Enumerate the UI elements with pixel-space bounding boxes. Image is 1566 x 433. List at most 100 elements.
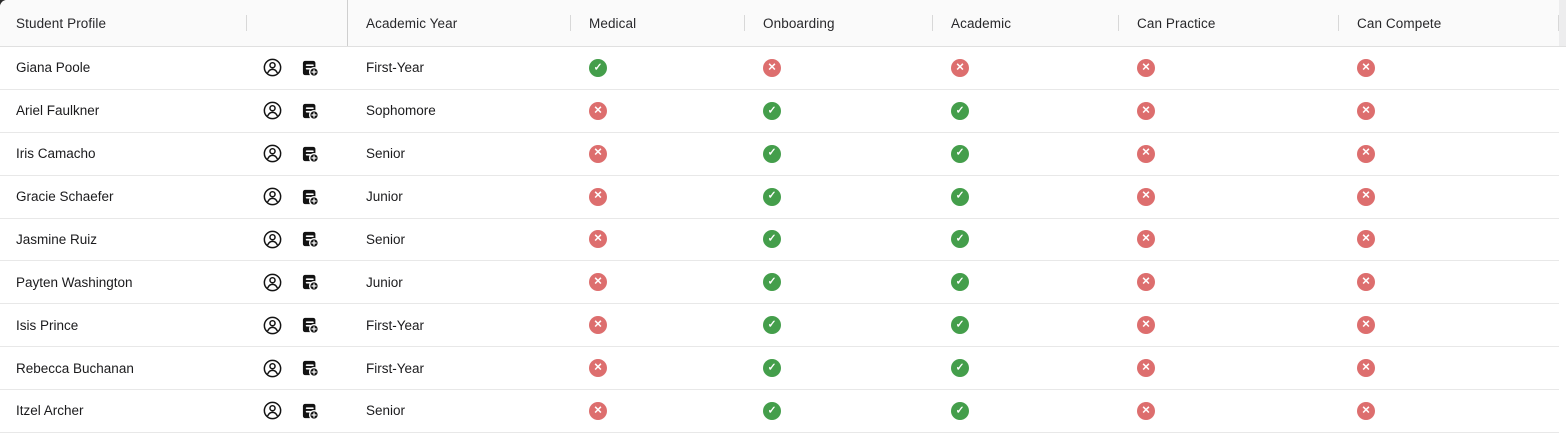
column-header-onboarding: Onboarding <box>745 0 933 46</box>
onboarding-status-cell: ✓ <box>745 390 933 433</box>
add-note-button[interactable] <box>299 400 321 422</box>
column-header-academic-year: Academic Year <box>348 0 571 46</box>
column-header-actions <box>247 0 348 46</box>
status-badge: ✕ <box>589 144 607 163</box>
status-badge: ✕ <box>1137 230 1155 249</box>
account-icon <box>262 100 283 121</box>
status-badge: ✓ <box>951 359 969 378</box>
can-compete-status-cell: ✕ <box>1339 304 1559 348</box>
status-badge: ✕ <box>1137 273 1155 292</box>
view-profile-button[interactable] <box>261 400 283 422</box>
x-icon: ✕ <box>593 189 603 202</box>
academic-status-cell: ✓ <box>933 219 1119 262</box>
x-icon: ✕ <box>593 361 603 374</box>
view-profile-button[interactable] <box>261 228 283 250</box>
add-note-button[interactable] <box>299 314 321 336</box>
x-icon: ✕ <box>593 232 603 245</box>
status-badge: ✕ <box>1137 187 1155 206</box>
view-profile-button[interactable] <box>261 271 283 293</box>
add-note-button[interactable] <box>299 186 321 208</box>
student-name: Payten Washington <box>16 274 133 290</box>
medical-status-cell: ✕ <box>571 219 745 262</box>
row-right-gutter <box>1559 89 1566 133</box>
x-icon: ✕ <box>1141 189 1151 202</box>
add-note-button[interactable] <box>299 271 321 293</box>
account-icon <box>262 315 283 336</box>
x-icon: ✕ <box>1361 232 1371 245</box>
view-profile-button[interactable] <box>261 57 283 79</box>
onboarding-status-cell: ✓ <box>745 304 933 348</box>
account-icon <box>262 400 283 421</box>
academic-year-value: Senior <box>366 403 406 419</box>
academic-status-cell: ✓ <box>933 133 1119 176</box>
add-note-button[interactable] <box>299 357 321 379</box>
medical-status-cell: ✕ <box>571 261 745 305</box>
add-note-button[interactable] <box>299 57 321 79</box>
column-header-can-practice: Can Practice <box>1119 0 1339 46</box>
status-badge: ✓ <box>951 273 969 292</box>
row-right-gutter <box>1559 218 1566 262</box>
medical-status-cell: ✕ <box>571 390 745 433</box>
academic-year-cell: Sophomore <box>348 90 571 133</box>
add-note-icon <box>300 272 320 292</box>
add-note-button[interactable] <box>299 143 321 165</box>
can-compete-status-cell: ✕ <box>1339 347 1559 390</box>
status-badge: ✕ <box>1357 144 1375 163</box>
x-icon: ✕ <box>1361 318 1371 331</box>
academic-year-cell: Junior <box>348 261 571 305</box>
check-icon: ✓ <box>955 104 965 117</box>
add-note-button[interactable] <box>299 100 321 122</box>
add-note-button[interactable] <box>299 228 321 250</box>
academic-status-cell: ✓ <box>933 176 1119 219</box>
status-badge: ✓ <box>951 187 969 206</box>
row-right-gutter <box>1559 175 1566 219</box>
student-name: Ariel Faulkner <box>16 103 100 119</box>
status-badge: ✕ <box>589 401 607 420</box>
academic-year-value: First-Year <box>366 317 425 333</box>
student-name: Rebecca Buchanan <box>16 360 134 376</box>
view-profile-button[interactable] <box>261 186 283 208</box>
check-icon: ✓ <box>955 275 965 288</box>
status-badge: ✕ <box>589 101 607 120</box>
view-profile-button[interactable] <box>261 143 283 165</box>
status-badge: ✓ <box>763 316 781 335</box>
x-icon: ✕ <box>955 61 965 74</box>
add-note-icon <box>300 401 320 421</box>
row-actions-cell <box>247 304 348 348</box>
academic-year-value: First-Year <box>366 60 425 76</box>
academic-year-cell: First-Year <box>348 347 571 390</box>
academic-year-cell: Senior <box>348 390 571 433</box>
onboarding-status-cell: ✓ <box>745 347 933 390</box>
x-icon: ✕ <box>1141 146 1151 159</box>
check-icon: ✓ <box>955 189 965 202</box>
academic-status-cell: ✕ <box>933 47 1119 90</box>
can-compete-status-cell: ✕ <box>1339 133 1559 176</box>
row-actions-cell <box>247 219 348 262</box>
student-profile-cell: Giana Poole <box>0 47 247 90</box>
account-icon <box>262 143 283 164</box>
student-profile-cell: Jasmine Ruiz <box>0 219 247 262</box>
academic-status-cell: ✓ <box>933 304 1119 348</box>
x-icon: ✕ <box>1361 189 1371 202</box>
view-profile-button[interactable] <box>261 100 283 122</box>
status-badge: ✕ <box>1357 101 1375 120</box>
check-icon: ✓ <box>767 232 777 245</box>
status-badge: ✕ <box>589 273 607 292</box>
status-badge: ✓ <box>951 144 969 163</box>
view-profile-button[interactable] <box>261 357 283 379</box>
row-actions-cell <box>247 133 348 176</box>
check-icon: ✓ <box>767 361 777 374</box>
onboarding-status-cell: ✓ <box>745 261 933 305</box>
add-note-icon <box>300 358 320 378</box>
column-label: Can Compete <box>1357 15 1442 31</box>
column-label: Student Profile <box>16 15 107 31</box>
status-badge: ✕ <box>1357 58 1375 77</box>
table-row: Itzel Archer <box>0 390 1566 433</box>
status-badge: ✓ <box>763 401 781 420</box>
view-profile-button[interactable] <box>261 314 283 336</box>
academic-year-value: Sophomore <box>366 103 436 119</box>
onboarding-status-cell: ✓ <box>745 90 933 133</box>
x-icon: ✕ <box>1361 104 1371 117</box>
row-right-gutter <box>1559 132 1566 176</box>
